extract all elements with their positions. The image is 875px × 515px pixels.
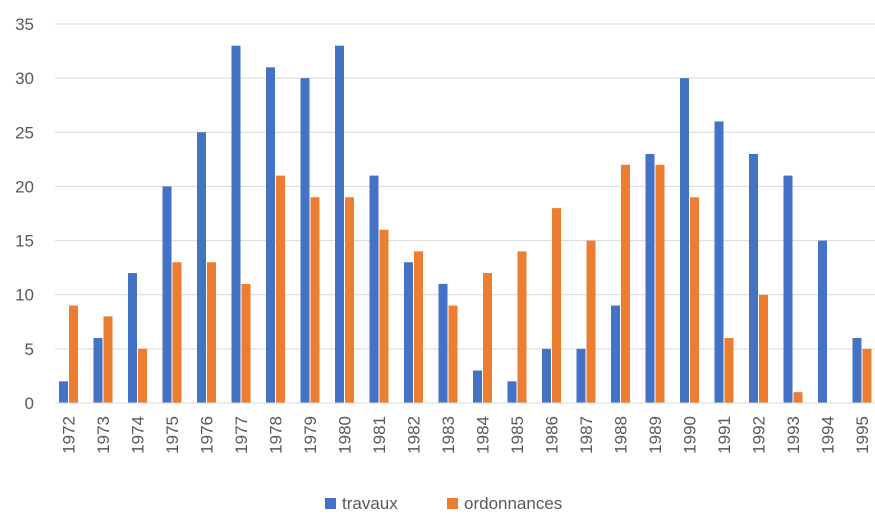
bar-ordonnances [724, 338, 734, 403]
bar-travaux [197, 132, 206, 404]
x-tick-label: 1990 [681, 416, 700, 454]
bar-ordonnances [310, 197, 320, 403]
x-tick-label: 1991 [715, 416, 734, 454]
bar-ordonnances [552, 208, 561, 403]
bar-ordonnances [414, 251, 423, 403]
bar-travaux [749, 153, 758, 403]
bar-travaux [59, 381, 68, 403]
bar-ordonnances [655, 164, 665, 403]
bar-ordonnances [138, 348, 147, 403]
x-tick-label: 1993 [784, 416, 803, 454]
legend-label-travaux: travaux [342, 494, 398, 513]
bar-travaux [611, 305, 620, 403]
x-tick-label: 1979 [301, 416, 320, 454]
legend-swatch-travaux [325, 498, 336, 509]
bar-travaux [645, 153, 655, 403]
x-tick-label: 1985 [508, 416, 527, 454]
legend-swatch-ordonnances [447, 498, 458, 509]
bar-ordonnances [207, 262, 216, 403]
x-tick-label: 1977 [232, 416, 251, 454]
legend: travaux ordonnances [325, 494, 562, 513]
bar-ordonnances [586, 240, 596, 403]
bar-ordonnances [69, 305, 78, 403]
x-tick-label: 1994 [819, 416, 838, 454]
bar-ordonnances [448, 305, 458, 403]
x-tick-label: 1973 [94, 416, 113, 454]
y-tick-label: 15 [15, 232, 34, 251]
x-tick-label: 1982 [405, 416, 424, 454]
bar-ordonnances [690, 197, 699, 403]
bar-ordonnances [379, 229, 389, 403]
bar-travaux [507, 381, 517, 403]
bar-travaux [783, 175, 793, 403]
bar-ordonnances [862, 348, 872, 403]
x-tick-label: 1983 [439, 416, 458, 454]
y-tick-label: 0 [25, 394, 34, 413]
x-tick-label: 1980 [336, 416, 355, 454]
x-tick-label: 1992 [750, 416, 769, 454]
bar-travaux [852, 338, 862, 403]
y-tick-label: 5 [25, 340, 34, 359]
bar-travaux [93, 338, 103, 403]
bar-travaux [576, 348, 586, 403]
x-tick-label: 1986 [543, 416, 562, 454]
x-tick-label: 1978 [267, 416, 286, 454]
bar-travaux [404, 262, 413, 403]
bar-ordonnances [483, 273, 492, 403]
x-tick-label: 1995 [853, 416, 872, 454]
x-tick-label: 1974 [129, 416, 148, 454]
y-tick-label: 25 [15, 123, 34, 142]
bar-ordonnances [172, 262, 182, 403]
x-tick-label: 1972 [60, 416, 79, 454]
x-tick-label: 1988 [612, 416, 631, 454]
gridlines [55, 23, 875, 350]
bar-travaux [300, 78, 310, 404]
x-tick-label: 1976 [198, 416, 217, 454]
legend-label-ordonnances: ordonnances [464, 494, 562, 513]
bar-travaux [162, 186, 172, 403]
bar-ordonnances [345, 197, 354, 403]
bar-travaux [335, 45, 344, 404]
y-tick-label: 10 [15, 286, 34, 305]
bar-travaux [369, 175, 379, 403]
bar-travaux [438, 283, 448, 403]
bar-ordonnances [793, 392, 803, 403]
y-tick-label: 20 [15, 177, 34, 196]
y-tick-label: 30 [15, 69, 34, 88]
bar-ordonnances [621, 164, 630, 403]
bar-travaux [680, 78, 689, 404]
bar-travaux [266, 67, 275, 404]
x-tick-label: 1981 [370, 416, 389, 454]
bar-ordonnances [103, 316, 113, 403]
bar-travaux [473, 370, 482, 403]
bar-travaux [818, 240, 827, 403]
axes: 0 5 10 15 20 25 30 35 1972 1973 1974 1975 1976 1977 19… [15, 15, 875, 454]
bar-ordonnances [276, 175, 285, 403]
bar-travaux [542, 348, 551, 403]
bars [59, 45, 872, 404]
bar-travaux [231, 45, 241, 404]
bar-ordonnances [517, 251, 527, 403]
bar-travaux [714, 121, 724, 403]
x-tick-label: 1989 [646, 416, 665, 454]
x-tick-label: 1984 [474, 416, 493, 454]
x-tick-label: 1987 [577, 416, 596, 454]
y-tick-label: 35 [15, 15, 34, 34]
bar-ordonnances [241, 283, 251, 403]
bar-travaux [128, 273, 137, 403]
x-tick-label: 1975 [163, 416, 182, 454]
bar-ordonnances [759, 294, 768, 403]
